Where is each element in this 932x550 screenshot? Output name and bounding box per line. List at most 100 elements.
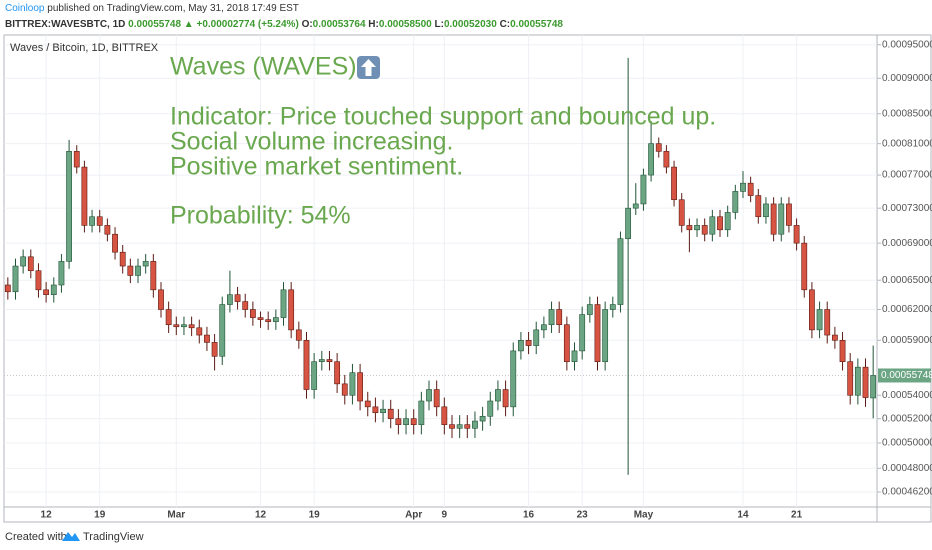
candle-body (816, 309, 823, 331)
candle-body (579, 314, 586, 352)
candle-body (242, 301, 249, 310)
candle-body (686, 225, 693, 231)
candle-body (648, 143, 654, 176)
x-tick-label: 9 (442, 510, 448, 521)
candle-body (272, 317, 279, 322)
candle-body (234, 294, 241, 302)
candle-body (20, 256, 27, 267)
candle-body (426, 389, 432, 402)
y-tick-label: 0.00052000 (882, 413, 932, 424)
y-tick-label: 0.00062000 (882, 304, 932, 315)
x-tick-label: 16 (523, 510, 535, 521)
published: published on TradingView.com, May 31, 20… (47, 3, 299, 14)
x-tick-label: 21 (791, 510, 803, 521)
candle-body (211, 342, 218, 357)
candle-body (449, 424, 455, 429)
ohlc-value: 0.00053764 (313, 19, 366, 30)
candle-body (632, 203, 639, 209)
candle-body (540, 324, 547, 331)
candle-body (349, 372, 356, 396)
y-tick-label: 0.00048000 (882, 463, 932, 474)
candle-body (709, 216, 716, 235)
candle-body (372, 406, 379, 414)
candle-body (58, 261, 65, 286)
candle-body (510, 350, 517, 408)
candle-body (265, 319, 272, 322)
candle-body (770, 203, 777, 235)
price: 0.00055748 (128, 19, 181, 30)
candle-body (870, 375, 877, 399)
candle-body (119, 251, 126, 267)
candle-body (763, 203, 769, 218)
candle-body (464, 424, 471, 429)
candle-body (740, 182, 746, 192)
candle-body (27, 256, 34, 272)
y-tick-label: 0.00046200 (882, 487, 932, 498)
candle-body (364, 400, 371, 408)
candle-body (456, 424, 463, 429)
chart-title: Waves / Bitcoin, 1D, BITTREX (10, 42, 159, 54)
candle-body (227, 294, 233, 305)
candle-body (288, 289, 295, 331)
candle-body (127, 265, 134, 276)
candle-body (410, 418, 417, 425)
up-arrow (361, 59, 376, 76)
candle-body (556, 309, 563, 326)
candle-body (403, 418, 409, 425)
annotation: Social volume increasing. (170, 128, 453, 156)
candle-body (81, 166, 88, 226)
candle-body (4, 284, 11, 293)
labels: Waves / Bitcoin, 1D, BITTREX Waves (WAVE… (10, 39, 932, 520)
y-tick-label: 0.00065000 (882, 275, 932, 286)
y-tick-label: 0.00095000 (882, 39, 932, 50)
created-with: Created with (5, 531, 67, 543)
candle-body (104, 225, 111, 235)
y-tick-label: 0.00081000 (882, 138, 932, 149)
frame (3, 34, 932, 523)
ohlc-key: H: (368, 19, 379, 30)
candle-body (563, 324, 570, 362)
candle-body (786, 203, 792, 226)
candle-body (594, 304, 601, 362)
candle-body (701, 225, 708, 235)
candle-body (671, 166, 677, 201)
y-tick-label: 0.00090000 (882, 73, 932, 84)
x-tick-label: 23 (577, 510, 589, 521)
author[interactable]: Coinloop (5, 3, 45, 14)
tradingview-link[interactable]: TradingView (83, 531, 144, 543)
candle-body (395, 418, 402, 425)
candle-body (533, 329, 540, 346)
candle-body (73, 151, 80, 168)
x-tick-label: Mar (167, 510, 185, 521)
y-tick-label: 0.00073000 (882, 203, 932, 214)
candle-body (158, 289, 164, 310)
y-tick-label: 0.00059000 (882, 335, 932, 346)
x-tick-label: 19 (94, 510, 106, 521)
candle-body (663, 151, 670, 168)
ohlc-key: L: (434, 19, 443, 30)
candle-body (694, 225, 700, 231)
candle-body (747, 182, 754, 196)
candle-body (724, 212, 731, 231)
candle-body (303, 339, 310, 390)
tradingview-logo[interactable] (62, 532, 80, 541)
candle-body (472, 420, 478, 429)
candle-body (380, 408, 386, 414)
symbol: BITTREX:WAVESBTC, 1D (5, 19, 125, 30)
annotation: Waves (WAVES) (170, 53, 357, 81)
candle-body (357, 372, 363, 402)
candle-body (831, 334, 838, 341)
candle-body (548, 309, 555, 326)
candle-body (89, 216, 95, 226)
candle-body (755, 195, 762, 218)
y-tick-label: 0.00085000 (882, 108, 932, 119)
candle-body (609, 304, 616, 310)
candle-body (150, 261, 157, 291)
candle-body (732, 191, 739, 213)
candle-body (571, 350, 578, 362)
x-tick-label: 12 (255, 510, 267, 521)
candle-body (219, 304, 226, 357)
candle-body (625, 207, 632, 239)
candle-body (717, 216, 723, 231)
